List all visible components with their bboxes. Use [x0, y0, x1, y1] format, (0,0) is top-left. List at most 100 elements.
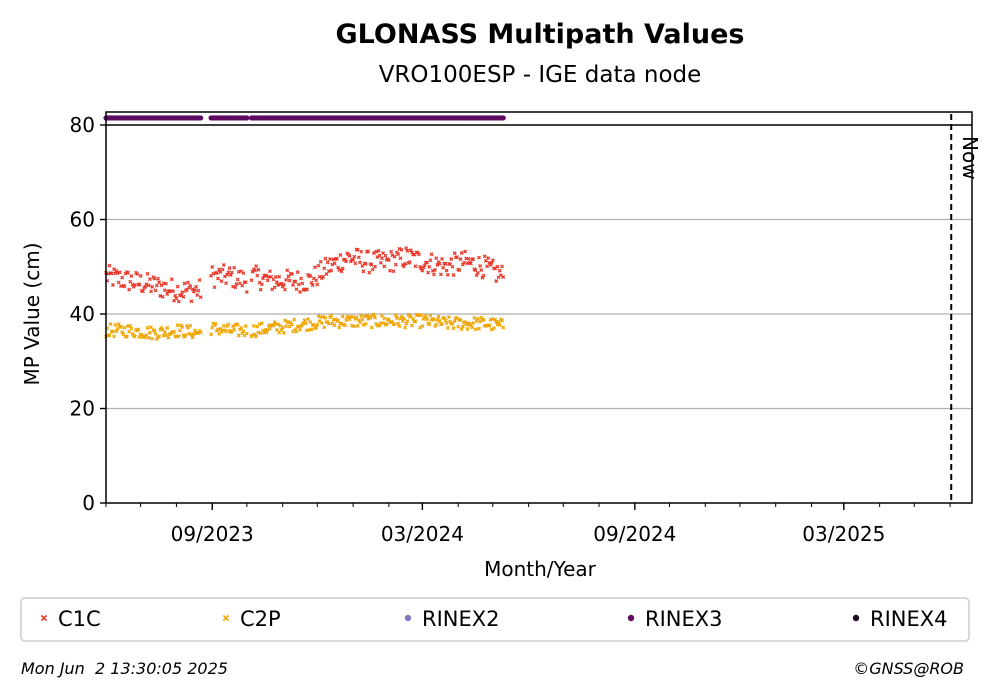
- point-c1c: [226, 270, 231, 275]
- point-c2p: [244, 331, 249, 336]
- point-c2p: [347, 317, 352, 322]
- point-c2p: [456, 324, 461, 329]
- point-c1c: [378, 260, 383, 265]
- point-c1c: [152, 276, 157, 281]
- point-c1c: [243, 280, 248, 285]
- point-c1c: [291, 283, 296, 287]
- point-c2p: [443, 318, 448, 323]
- point-c1c: [174, 296, 179, 301]
- point-c1c: [371, 251, 376, 255]
- point-c2p: [354, 315, 359, 320]
- point-c2p: [497, 322, 502, 327]
- point-c2p: [326, 321, 331, 326]
- point-c1c: [308, 273, 313, 278]
- point-c1c: [413, 264, 418, 269]
- point-c1c: [500, 264, 505, 269]
- point-c2p: [501, 325, 506, 330]
- point-c1c: [438, 272, 443, 277]
- point-c1c: [249, 278, 254, 283]
- point-c1c: [157, 280, 162, 285]
- point-c1c: [324, 272, 329, 277]
- y-tick-label-40: 40: [70, 302, 95, 326]
- point-c1c: [370, 267, 375, 272]
- point-c1c: [162, 288, 167, 293]
- point-c2p: [241, 329, 246, 333]
- point-c1c: [122, 284, 127, 289]
- point-c1c: [273, 274, 278, 279]
- point-c1c: [339, 269, 344, 274]
- point-c1c: [171, 289, 175, 294]
- point-c2p: [110, 329, 115, 334]
- point-c1c: [397, 246, 402, 251]
- point-c2p: [112, 334, 117, 339]
- point-c1c: [310, 283, 315, 287]
- point-c1c: [407, 260, 412, 265]
- gridlines: [106, 218, 972, 410]
- point-c1c: [392, 254, 397, 259]
- point-c1c: [173, 293, 178, 298]
- point-c2p: [373, 315, 377, 320]
- point-c1c: [214, 270, 219, 275]
- point-c1c: [466, 256, 471, 261]
- point-c2p: [400, 319, 405, 324]
- point-c1c: [323, 256, 328, 261]
- point-c2p: [446, 315, 451, 320]
- point-c2p: [420, 324, 425, 329]
- point-c2p: [459, 327, 464, 332]
- point-c1c: [192, 288, 197, 293]
- point-c1c: [367, 270, 372, 275]
- point-c1c: [427, 264, 432, 269]
- point-c2p: [332, 323, 337, 328]
- point-c1c: [330, 262, 335, 267]
- legend-marker: [404, 614, 412, 622]
- point-c1c: [388, 268, 393, 273]
- point-c2p: [226, 322, 231, 327]
- point-c1c: [376, 248, 381, 253]
- y-tick-label-0: 0: [82, 491, 95, 515]
- point-c1c: [382, 264, 387, 269]
- point-c2p: [392, 322, 397, 327]
- point-c2p: [281, 330, 286, 335]
- point-c2p: [235, 322, 240, 327]
- point-c1c: [158, 293, 163, 298]
- point-c2p: [322, 325, 327, 330]
- point-c2p: [404, 321, 409, 326]
- point-c1c: [422, 263, 427, 268]
- legend-item-c2p: C2P: [222, 607, 281, 631]
- point-c1c: [228, 273, 233, 277]
- point-c1c: [128, 279, 133, 284]
- point-c2p: [434, 322, 439, 327]
- x-axis-label: Month/Year: [484, 557, 597, 581]
- y-axis-label: MP Value (cm): [20, 242, 44, 385]
- legend-item-rinex4: RINEX4: [852, 607, 948, 631]
- point-c1c: [188, 283, 193, 288]
- point-c1c: [429, 252, 434, 257]
- point-c2p: [188, 323, 193, 328]
- point-c1c: [490, 258, 495, 263]
- point-c2p: [473, 327, 478, 332]
- point-c1c: [358, 260, 362, 265]
- point-c1c: [444, 268, 449, 273]
- point-c2p: [113, 322, 118, 327]
- point-c2p: [445, 325, 450, 330]
- point-c1c: [120, 275, 125, 280]
- point-c2p: [314, 325, 319, 330]
- point-c1c: [363, 261, 368, 266]
- chart-subtitle: VRO100ESP - IGE data node: [379, 62, 702, 88]
- point-c2p: [162, 330, 167, 334]
- point-c1c: [396, 252, 401, 257]
- point-c2p: [444, 321, 449, 326]
- point-c1c: [431, 272, 436, 277]
- point-c2p: [442, 316, 447, 321]
- point-c1c: [483, 258, 488, 263]
- point-c1c: [318, 259, 323, 264]
- point-c1c: [393, 262, 398, 267]
- point-c1c: [279, 281, 284, 286]
- point-c2p: [190, 335, 195, 340]
- point-c1c: [254, 264, 259, 269]
- point-c2p: [254, 334, 259, 339]
- point-c1c: [164, 281, 169, 286]
- footer-timestamp: Mon Jun 2 13:30:05 2025: [21, 659, 228, 678]
- point-c1c: [146, 283, 151, 288]
